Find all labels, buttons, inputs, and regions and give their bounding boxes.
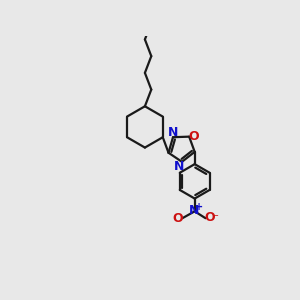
- Text: +: +: [195, 202, 203, 212]
- Text: O: O: [189, 130, 200, 143]
- Text: N: N: [174, 160, 185, 173]
- Text: O: O: [204, 211, 215, 224]
- Text: N: N: [189, 204, 200, 217]
- Text: N: N: [168, 126, 178, 139]
- Text: O: O: [172, 212, 183, 225]
- Text: ⁻: ⁻: [212, 213, 218, 223]
